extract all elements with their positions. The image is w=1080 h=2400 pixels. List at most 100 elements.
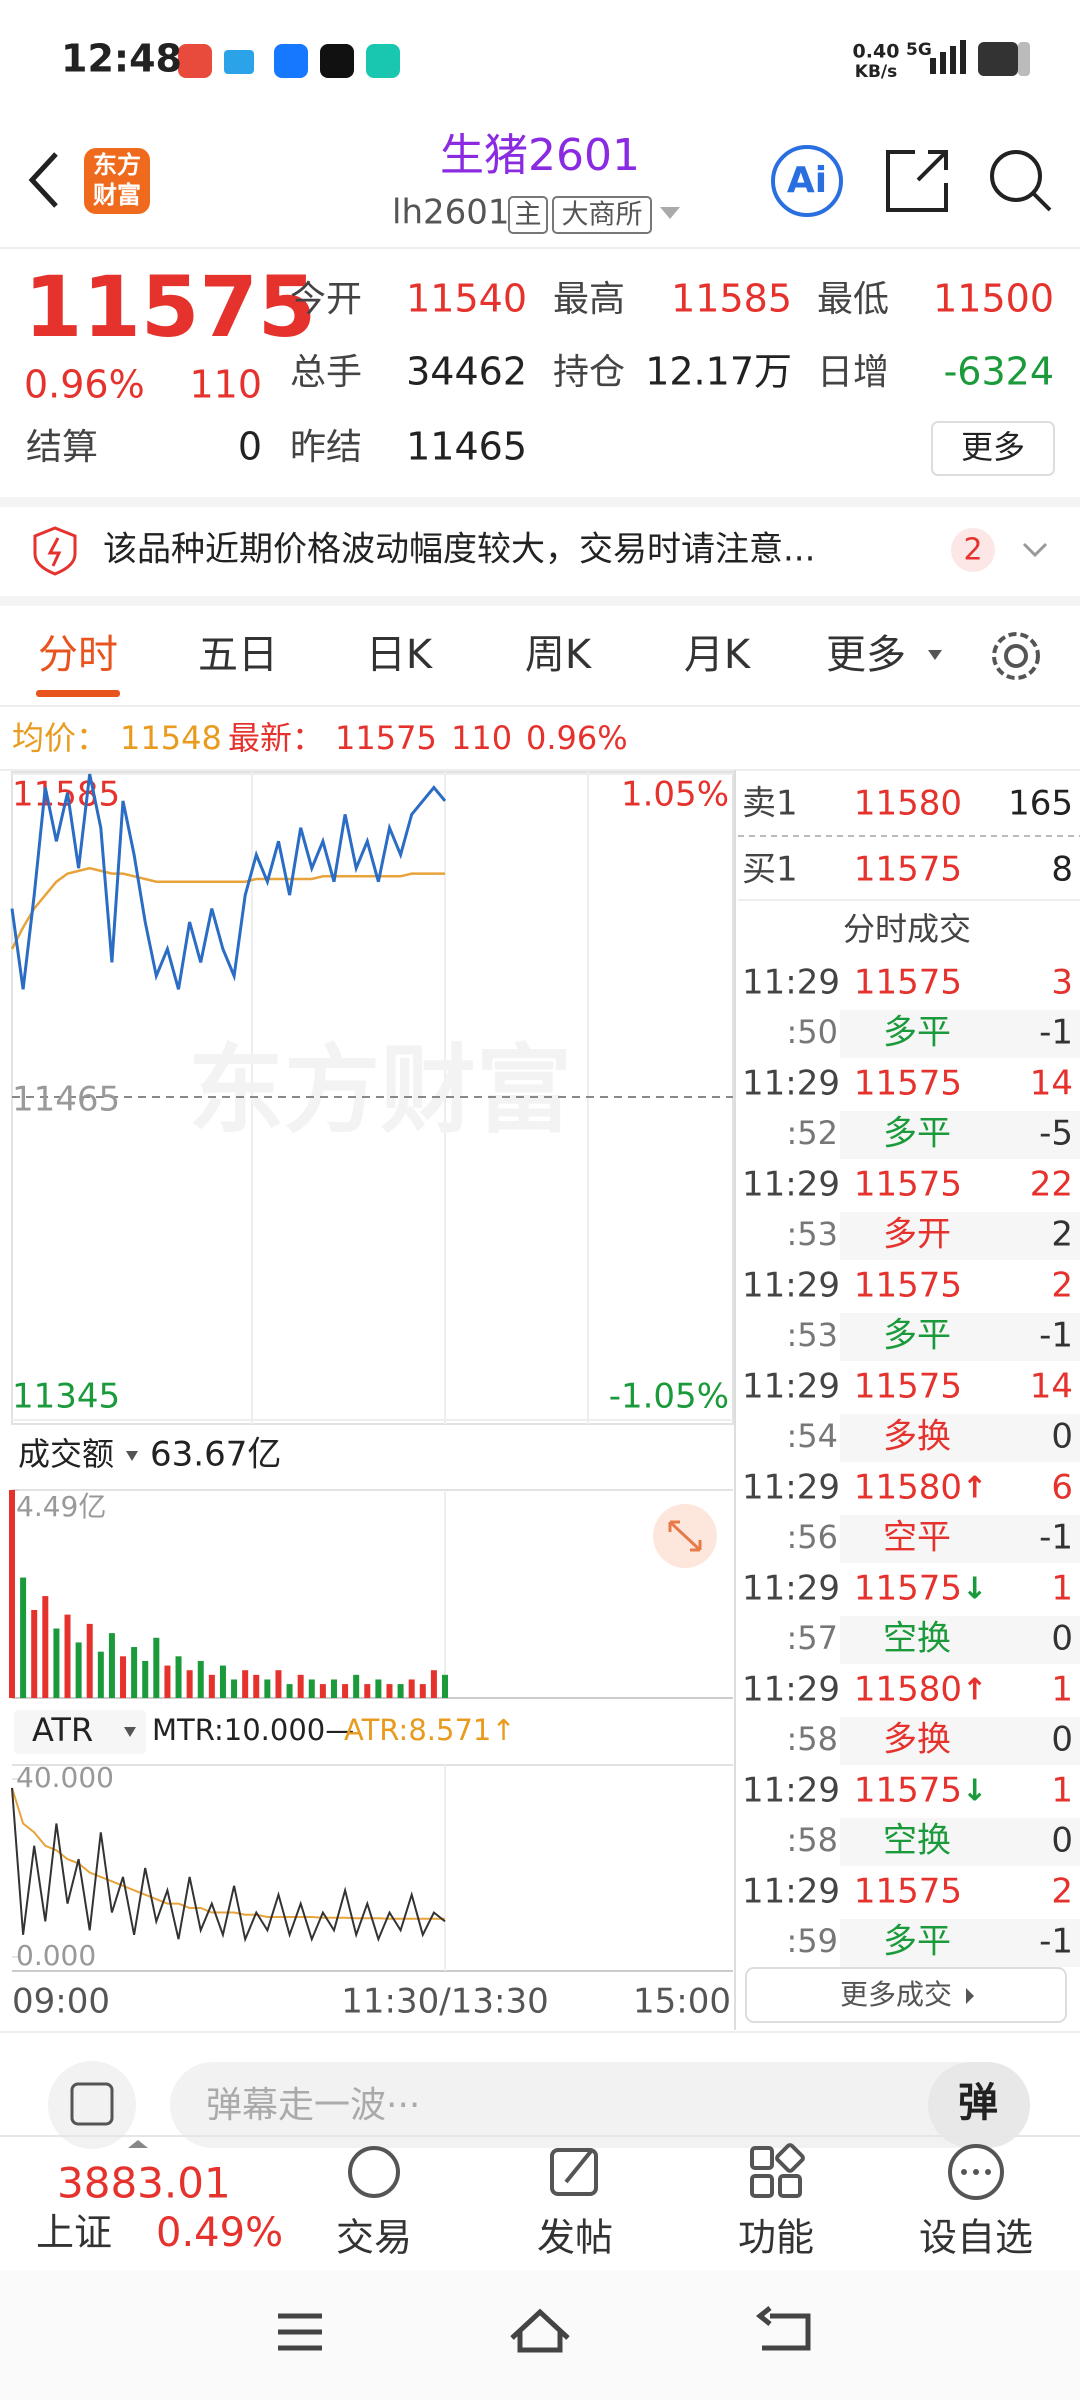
avg-value: 11548	[120, 719, 222, 757]
field-label: 最高	[553, 279, 625, 320]
trade-type: 空换	[883, 1821, 951, 1861]
index-name[interactable]: 上证	[36, 2211, 112, 2255]
trade-type: 多开	[883, 1215, 951, 1255]
nav-item[interactable]: 交易	[336, 2216, 412, 2260]
nav-icon-dots	[961, 2169, 991, 2175]
y-tick-label: 0.000	[16, 1939, 96, 1972]
nav-item[interactable]: 设自选	[919, 2216, 1033, 2260]
trade-change: -5	[1039, 1114, 1073, 1154]
share-button[interactable]	[886, 150, 948, 212]
tab[interactable]: 月K	[684, 632, 752, 678]
comment-send[interactable]	[928, 2062, 1030, 2148]
badge-count[interactable]: 2	[963, 533, 982, 568]
more-button[interactable]	[931, 421, 1055, 476]
trade-second: :58	[787, 1821, 839, 1859]
comment-placeholder[interactable]: 弹幕走一波···	[206, 2085, 420, 2126]
volume-bar	[264, 1679, 271, 1698]
x-tick-label: 15:00	[633, 1982, 731, 2022]
nav-item[interactable]: 功能	[738, 2216, 814, 2260]
trade-type: 多平	[883, 1114, 951, 1154]
trade-second: :52	[787, 1114, 839, 1152]
volume-bar	[197, 1660, 204, 1698]
mtr-line	[11, 1787, 446, 1943]
field-label: 持仓	[553, 352, 625, 393]
divider	[0, 596, 1080, 606]
expand-chevron[interactable]	[1022, 542, 1048, 558]
trade-change: 0	[1051, 1619, 1073, 1659]
trade-price: 11580	[854, 1468, 962, 1508]
net-speed: 0.40	[853, 41, 900, 63]
tag: 大商所	[562, 200, 643, 231]
trade-type: 空换	[883, 1619, 951, 1659]
tab[interactable]: 五日	[198, 632, 278, 678]
warning-badge[interactable]	[951, 528, 995, 572]
last-price: 11575	[24, 258, 316, 356]
volume-bar	[442, 1674, 448, 1698]
ai-label[interactable]: Ai	[787, 160, 827, 201]
comment-button-label[interactable]: 弹	[958, 2080, 998, 2126]
trade-time: 11:29	[742, 1165, 840, 1205]
warning-icon	[33, 526, 77, 576]
book-volume: 8	[1051, 850, 1073, 890]
volume-bar	[297, 1674, 304, 1698]
more-trades-button[interactable]	[745, 1967, 1067, 2023]
warning-icon	[47, 537, 62, 567]
comment-input[interactable]	[170, 2062, 1030, 2148]
trade-price: 11575	[854, 1367, 962, 1407]
x-tick-label: 09:00	[12, 1982, 110, 2022]
trade-type: 多平	[883, 1013, 951, 1053]
y-tick-label: 11345	[12, 1377, 120, 1417]
trade-volume: 6	[1051, 1468, 1073, 1508]
trade-row-bg	[840, 1414, 1080, 1462]
tab[interactable]: 日K	[366, 632, 434, 678]
book-price: 11580	[854, 784, 962, 824]
settings-button[interactable]	[992, 632, 1040, 680]
index-value[interactable]: 3883.01	[57, 2159, 231, 2208]
trade-time: 11:29	[742, 1367, 840, 1407]
volume-bar	[75, 1642, 82, 1698]
trade-volume: 22	[1030, 1165, 1073, 1205]
tab[interactable]: 更多	[826, 632, 906, 678]
book-label: 买1	[742, 850, 798, 890]
more-trades-arrow[interactable]	[966, 1988, 974, 2004]
logo	[84, 148, 150, 214]
trade-change: -1	[1039, 1518, 1073, 1558]
tab[interactable]: 分时	[38, 632, 118, 678]
dropdown[interactable]	[660, 207, 680, 219]
field-value: 11585	[671, 277, 792, 321]
volume-bar	[419, 1684, 426, 1698]
more-trades-label[interactable]: 更多成交	[840, 1978, 952, 2011]
trade-volume: 2	[1051, 1872, 1073, 1912]
logo-text: 财富	[93, 181, 141, 209]
trade-price: 11575	[854, 1266, 962, 1306]
volume-dropdown[interactable]	[126, 1451, 138, 1461]
search-button[interactable]	[990, 150, 1052, 212]
tab-dropdown[interactable]	[928, 650, 942, 660]
index-toggle[interactable]	[128, 2140, 148, 2148]
back-button[interactable]	[28, 152, 58, 208]
trade-change: 2	[1051, 1215, 1073, 1255]
divider	[0, 497, 1080, 507]
trade-row-bg	[840, 1515, 1080, 1563]
volume-bar	[375, 1679, 382, 1698]
trade-second: :59	[787, 1922, 839, 1960]
more-label[interactable]: 更多	[961, 428, 1025, 466]
volume-bar	[120, 1656, 127, 1698]
system-nav-icons[interactable]	[278, 2306, 811, 2353]
index-change[interactable]: 0.49%	[156, 2210, 283, 2256]
indicator-select[interactable]	[14, 1710, 146, 1754]
comment-icon-bg[interactable]	[48, 2061, 136, 2149]
indicator-dropdown[interactable]	[124, 1727, 136, 1737]
trade-change: 0	[1051, 1417, 1073, 1457]
trade-volume: 14	[1030, 1064, 1073, 1104]
field-value: 11540	[406, 277, 527, 321]
tab[interactable]: 周K	[525, 632, 593, 678]
indicator-label[interactable]: ATR	[32, 1711, 93, 1749]
ai-button[interactable]	[771, 145, 843, 217]
net-unit: KB/s	[855, 62, 897, 82]
volume-bar	[164, 1665, 171, 1698]
trade-price: 11575	[854, 1064, 962, 1104]
volume-label[interactable]: 成交额	[18, 1435, 114, 1473]
nav-item[interactable]: 发帖	[537, 2216, 613, 2260]
trade-arrow: ↑	[962, 1673, 987, 1708]
